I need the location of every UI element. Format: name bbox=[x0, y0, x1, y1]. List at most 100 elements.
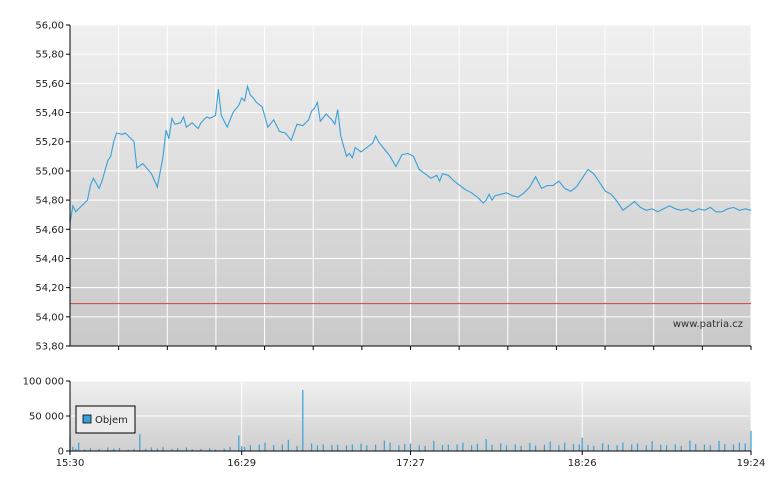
legend: Objem bbox=[75, 405, 136, 434]
volume-bar bbox=[311, 443, 313, 451]
volume-bar bbox=[732, 444, 735, 451]
x-tick-label: 18:26 bbox=[568, 458, 597, 469]
volume-bars bbox=[69, 390, 752, 452]
price-y-tick-label: 55,60 bbox=[35, 79, 64, 90]
price-y-tick-label: 55,80 bbox=[35, 50, 64, 61]
volume-y-tick-label: 0 bbox=[58, 447, 64, 458]
volume-bar bbox=[564, 442, 566, 451]
volume-bar bbox=[558, 445, 560, 451]
price-grid bbox=[70, 24, 752, 350]
volume-bar bbox=[337, 444, 339, 451]
volume-bar bbox=[264, 442, 266, 451]
volume-bar bbox=[645, 445, 647, 451]
volume-bar bbox=[689, 440, 691, 451]
volume-bar bbox=[622, 442, 624, 451]
volume-bar bbox=[191, 449, 193, 452]
volume-bar bbox=[404, 444, 406, 451]
volume-bar bbox=[660, 444, 662, 451]
volume-bar bbox=[471, 445, 473, 451]
volume-bar bbox=[223, 448, 225, 451]
x-tick-label: 17:27 bbox=[396, 458, 425, 469]
price-y-tick-label: 55,20 bbox=[35, 137, 64, 148]
volume-bar bbox=[409, 443, 412, 451]
volume-bar bbox=[616, 445, 618, 451]
volume-bar bbox=[695, 444, 697, 451]
x-tick-label: 19:24 bbox=[737, 458, 766, 469]
volume-bar bbox=[578, 444, 580, 451]
volume-bar bbox=[607, 444, 609, 451]
volume-bar bbox=[150, 447, 153, 451]
volume-bar bbox=[145, 448, 147, 451]
volume-bar bbox=[113, 448, 115, 451]
volume-bar bbox=[360, 443, 362, 451]
volume-y-tick-label: 50 000 bbox=[29, 412, 64, 423]
volume-bar bbox=[476, 444, 478, 451]
volume-bar bbox=[433, 440, 435, 451]
volume-bar bbox=[383, 440, 385, 451]
volume-bar bbox=[680, 445, 682, 452]
volume-bar bbox=[724, 444, 726, 451]
volume-bar bbox=[549, 441, 551, 451]
volume-y-axis: 0 50 000 100 000 bbox=[23, 377, 70, 458]
volume-bar bbox=[543, 444, 545, 451]
legend-label: Objem bbox=[95, 415, 128, 426]
volume-bar bbox=[505, 445, 508, 451]
volume-bar bbox=[209, 448, 211, 451]
x-tick-label: 15:30 bbox=[56, 458, 85, 469]
x-tick-label: 16:29 bbox=[227, 458, 256, 469]
price-y-axis: 53,80 54,00 54,20 54,40 54,60 54,80 55,00 55,20… bbox=[35, 21, 70, 353]
price-y-tick-label: 55,00 bbox=[35, 166, 64, 177]
volume-bar bbox=[258, 444, 260, 451]
volume-bar bbox=[171, 448, 173, 451]
volume-bar bbox=[587, 445, 589, 451]
volume-bar bbox=[127, 449, 129, 451]
volume-bar bbox=[651, 441, 653, 451]
volume-bar bbox=[156, 448, 158, 451]
price-y-tick-label: 54,80 bbox=[35, 196, 64, 207]
volume-bar bbox=[500, 443, 502, 451]
volume-bar bbox=[177, 448, 179, 451]
volume-bar bbox=[750, 430, 752, 451]
watermark: www.patria.cz bbox=[673, 319, 743, 330]
price-y-tick-label: 53,80 bbox=[35, 342, 64, 353]
volume-bar bbox=[631, 444, 633, 451]
legend-swatch bbox=[82, 414, 92, 424]
volume-bar bbox=[703, 444, 705, 451]
price-y-tick-label: 54,40 bbox=[35, 254, 64, 265]
volume-bar bbox=[322, 444, 324, 451]
volume-bar bbox=[418, 445, 420, 451]
volume-bar bbox=[72, 446, 74, 451]
volume-bar bbox=[529, 442, 531, 451]
volume-bar bbox=[718, 440, 720, 451]
volume-bar bbox=[78, 442, 80, 451]
volume-bar bbox=[162, 446, 164, 451]
volume-bar bbox=[281, 444, 283, 451]
volume-bar bbox=[398, 445, 400, 451]
volume-bar bbox=[441, 445, 444, 451]
volume-bar bbox=[229, 446, 231, 451]
volume-bar bbox=[98, 448, 100, 451]
price-y-tick-label: 55,40 bbox=[35, 108, 64, 119]
price-y-tick-label: 54,60 bbox=[35, 225, 64, 236]
volume-bar bbox=[520, 445, 522, 452]
volume-bar bbox=[244, 447, 246, 451]
volume-bar bbox=[636, 443, 639, 451]
volume-y-tick-label: 100 000 bbox=[23, 377, 64, 388]
price-series-line bbox=[69, 84, 752, 224]
volume-bar bbox=[462, 442, 464, 451]
volume-bar bbox=[302, 390, 304, 451]
volume-bar bbox=[744, 443, 746, 451]
volume-bar bbox=[287, 439, 289, 451]
volume-bar bbox=[200, 448, 202, 451]
volume-bar bbox=[351, 444, 353, 451]
volume-bar bbox=[241, 446, 243, 451]
volume-bar bbox=[581, 437, 583, 451]
volume-bar bbox=[572, 444, 575, 451]
volume-bar bbox=[331, 445, 333, 451]
volume-bar bbox=[75, 448, 77, 451]
volume-bar bbox=[666, 445, 668, 451]
price-y-tick-label: 54,20 bbox=[35, 283, 64, 294]
volume-bar bbox=[535, 445, 537, 451]
